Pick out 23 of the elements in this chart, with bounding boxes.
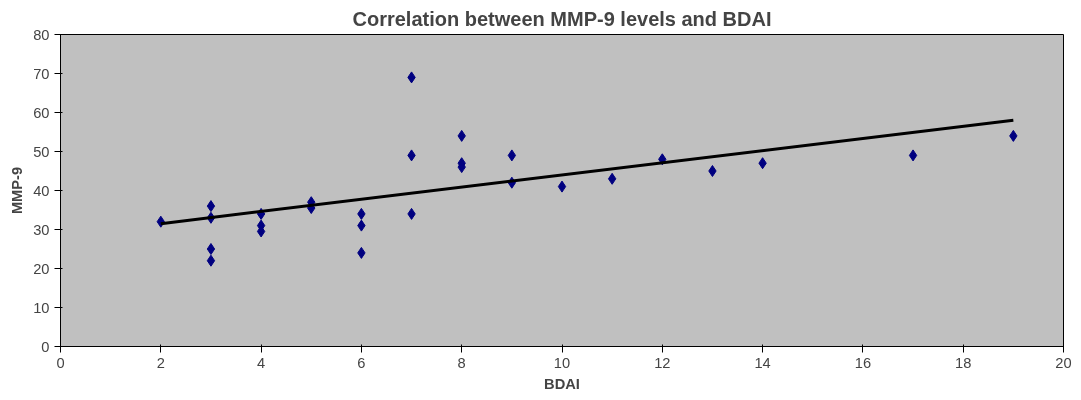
x-tick-label: 16 xyxy=(854,354,872,371)
y-tick-label: 50 xyxy=(33,143,50,160)
y-tick-label: 10 xyxy=(33,299,50,316)
y-tick-label: 40 xyxy=(33,182,50,199)
x-tick-label: 4 xyxy=(257,354,266,371)
x-axis-title: BDAI xyxy=(544,375,580,392)
x-tick-label: 14 xyxy=(754,354,771,371)
x-tick-label: 12 xyxy=(654,354,671,371)
x-tick-label: 2 xyxy=(156,354,165,371)
x-tick-label: 8 xyxy=(457,354,466,371)
y-axis-title: MMP-9 xyxy=(9,166,26,215)
x-tick-label: 18 xyxy=(955,354,972,371)
y-tick-label: 20 xyxy=(33,260,50,277)
y-tick-label: 60 xyxy=(33,104,50,121)
x-tick-label: 10 xyxy=(553,354,571,371)
x-tick-label: 6 xyxy=(357,354,366,371)
y-tick-label: 0 xyxy=(41,338,50,355)
y-tick-label: 30 xyxy=(33,221,50,238)
y-tick-label: 80 xyxy=(33,26,50,43)
chart-title: Correlation between MMP-9 levels and BDAI xyxy=(352,7,772,30)
y-tick-label: 70 xyxy=(33,65,50,82)
x-tick-label: 20 xyxy=(1055,354,1072,371)
x-tick-label: 0 xyxy=(56,354,65,371)
